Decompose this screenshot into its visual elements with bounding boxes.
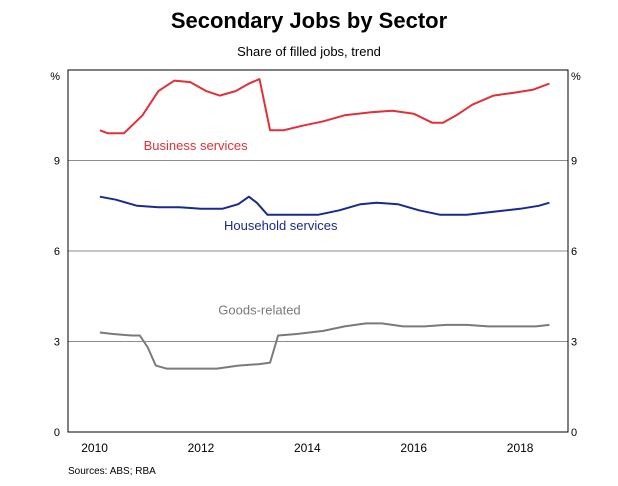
y-tick-label-left: 6 [54, 246, 60, 258]
y-tick-label-left: 9 [54, 156, 60, 168]
plot-frame [67, 69, 569, 433]
series-label: Household services [224, 218, 338, 233]
y-tick-label-right: 0 [571, 427, 577, 439]
x-tick-label: 2014 [294, 441, 321, 455]
y-tick-label-left: 3 [54, 337, 60, 349]
x-tick-label: 2010 [81, 441, 108, 455]
series-label: Goods-related [218, 302, 300, 317]
series-line-business-services [99, 78, 550, 135]
x-tick-label: 2016 [400, 441, 427, 455]
series-line-goods-related [99, 322, 550, 370]
y-unit-left: % [50, 71, 60, 83]
y-tick-label-left: 0 [54, 427, 60, 439]
y-tick-label-right: 6 [571, 246, 577, 258]
y-tick-label-right: 3 [571, 337, 577, 349]
source-note: Sources: ABS; RBA [68, 466, 156, 477]
chart-subtitle: Share of filled jobs, trend [237, 44, 381, 59]
series-lines [99, 78, 550, 370]
x-tick-label: 2012 [188, 441, 215, 455]
chart-title: Secondary Jobs by Sector [170, 8, 448, 33]
y-unit-right: % [571, 71, 581, 83]
x-tick-label: 2018 [507, 441, 534, 455]
series-line-household-services [99, 195, 550, 216]
y-tick-label-right: 9 [571, 156, 577, 168]
series-labels: Business services Household services Goods… [144, 138, 338, 317]
gridlines [68, 160, 568, 342]
axes: 0 0 3 3 6 6 9 9% % 2010 2012 2014 2016 2018 [50, 71, 581, 455]
series-label: Business services [144, 138, 249, 153]
